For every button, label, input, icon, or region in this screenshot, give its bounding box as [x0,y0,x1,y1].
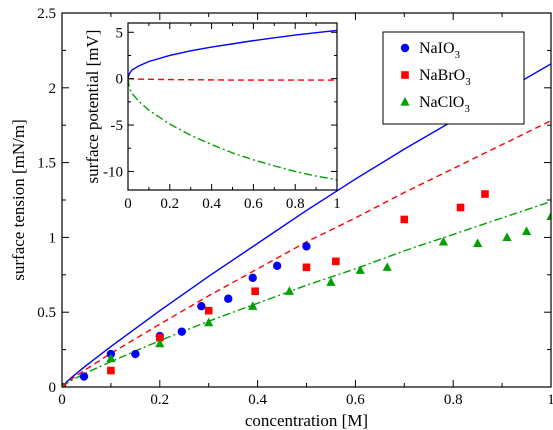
y-tick-label: 1 [49,230,57,246]
data-point-naclo3-12 [521,226,532,236]
data-point-naclo3-5 [284,286,294,295]
inset-y-tick-label: 0 [116,72,124,88]
data-point-nabro3-2 [156,333,164,342]
inset-x-tick-label: 0.8 [286,196,305,212]
inset-plot: 0 0.2 0.4 0.6 0.8 1 -10 -5 0 5 surface potential [… [83,22,341,212]
data-point-nabro3-6 [332,257,340,266]
x-tick-label: 0.8 [444,392,463,408]
data-point-naio3-3 [131,349,140,359]
data-point-naio3-1 [79,372,89,381]
data-point-naclo3-0 [62,382,65,387]
fit-line-naclo3 [62,200,551,387]
data-point-naclo3-9 [438,236,449,246]
legend-label-nabro3: NaBrO3 [419,67,471,88]
legend-label-naclo3: NaClO3 [419,94,470,115]
inset-x-tick-label: 0.2 [160,196,179,212]
inset-y-axis-label: surface potential [mV] [83,30,102,184]
fit-line-nabro3 [62,120,551,387]
legend: NaIO3 NaBrO3 NaClO3 [382,31,525,125]
y-tick-label: 2 [49,81,57,97]
inset-y-tick-label: -5 [111,118,124,134]
x-tick-label: 1 [547,392,553,408]
data-point-naclo3-8 [382,262,392,271]
x-tick-label: 0.6 [346,392,365,408]
data-point-naio3-10 [302,242,311,251]
inset-line-nabro3 [128,77,337,81]
data-point-naclo3-3 [204,317,214,327]
data-point-nabro3-8 [456,203,465,212]
y-tick-label: 0 [49,380,57,396]
data-point-naclo3-1 [106,353,116,363]
data-point-nabro3-5 [302,263,311,272]
legend-marker-nabro3 [401,71,409,79]
main-plot: 0 0.2 0.4 0.6 0.8 1 0 0.5 1 1.5 2 2.5 concentration … [9,6,553,430]
fit-line-naio3 [62,63,551,387]
data-point-naclo3-11 [502,232,512,241]
data-point-naio3-8 [248,273,257,282]
data-point-naio3-5 [177,327,187,336]
data-point-naclo3-6 [326,277,336,286]
data-point-naclo3-4 [248,301,258,310]
inset-x-tick-label: 0.6 [244,196,263,212]
data-point-naio3-6 [197,302,206,311]
data-point-naclo3-7 [355,265,365,274]
x-tick-label: 0.4 [248,392,267,408]
data-point-naio3-7 [224,294,233,303]
data-point-naclo3-10 [473,238,483,247]
legend-marker-naclo3 [400,97,410,106]
data-point-naio3-9 [272,261,282,271]
legend-label-naio3: NaIO3 [419,40,461,61]
data-point-nabro3-3 [204,306,213,315]
data-point-nabro3-0 [62,383,66,387]
x-axis-label: concentration [M] [245,411,368,430]
y-axis-label: surface tension [mN/m] [9,119,28,280]
legend-marker-naio3 [400,43,410,53]
data-point-nabro3-1 [107,366,115,375]
y-tick-label: 1.5 [37,156,56,172]
inset-y-tick-label: 5 [116,25,124,41]
inset-line-naio3 [128,29,337,79]
y-tick-label: 2.5 [37,6,56,22]
inset-x-tick-label: 0 [124,196,132,212]
inset-line-naclo3 [128,78,337,181]
inset-x-tick-label: 0.4 [202,196,221,212]
data-point-naclo3-2 [155,338,165,348]
data-point-nabro3-9 [481,190,489,198]
data-point-nabro3-7 [400,215,409,224]
y-tick-label: 0.5 [37,305,56,321]
data-point-nabro3-4 [251,287,259,296]
x-tick-label: 0 [58,392,66,408]
inset-y-tick-label: -10 [103,164,123,180]
x-tick-label: 0.2 [150,392,169,408]
data-point-naclo3-13 [546,211,551,221]
inset-x-tick-label: 1 [333,196,341,212]
